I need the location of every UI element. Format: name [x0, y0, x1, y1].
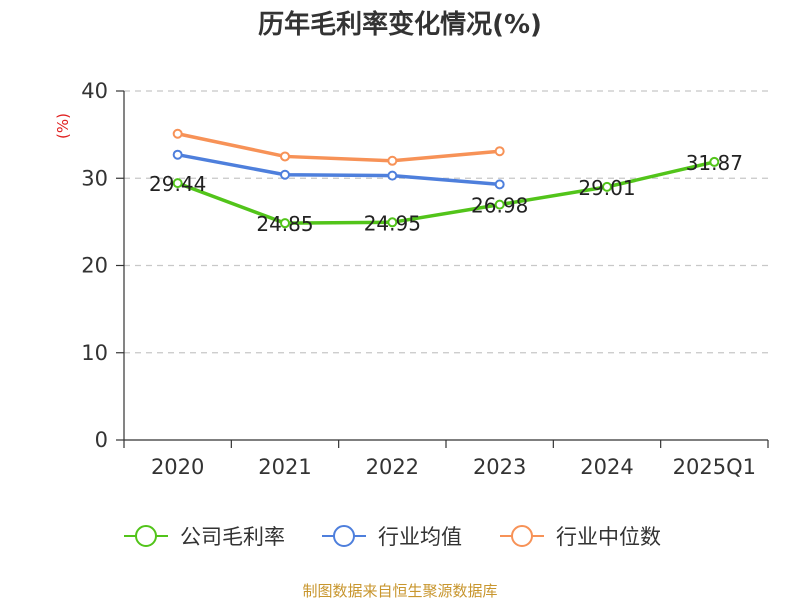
source-note: 制图数据来自恒生聚源数据库: [302, 582, 497, 600]
legend[interactable]: 公司毛利率 行业均值 行业中位数: [124, 525, 661, 549]
data-labels: 29.44 24.85 24.95 26.98 29.01 31.87: [149, 151, 743, 236]
legend-swatch-marker: [135, 525, 157, 547]
series-line: [177, 152, 500, 187]
data-label: 29.44: [149, 172, 206, 196]
x-tick-label: 2023: [473, 455, 526, 479]
series-group: [172, 128, 720, 229]
y-tick-label: 20: [81, 254, 108, 278]
x-tick-label: 2021: [258, 455, 311, 479]
legend-swatch-marker: [511, 525, 533, 547]
data-point[interactable]: [387, 155, 398, 166]
chart-title: 历年毛利率变化情况(%): [258, 9, 542, 40]
data-point[interactable]: [494, 179, 505, 190]
series-line: [177, 132, 500, 163]
y-tick-label: 0: [95, 428, 108, 452]
data-point[interactable]: [709, 156, 720, 167]
series-line: [177, 160, 715, 225]
data-point[interactable]: [172, 128, 183, 139]
data-label: 31.87: [686, 151, 743, 175]
data-label: 24.95: [364, 211, 421, 235]
x-tick-label: 2025Q1: [673, 455, 756, 479]
y-tick-label: 30: [81, 166, 108, 190]
data-point[interactable]: [602, 181, 612, 192]
data-point[interactable]: [387, 217, 398, 228]
legend-swatch-marker: [333, 525, 355, 547]
x-tick-label: 2022: [366, 455, 419, 479]
gridlines: [124, 90, 768, 354]
legend-label[interactable]: 行业中位数: [556, 525, 661, 549]
legend-label[interactable]: 公司毛利率: [180, 525, 285, 549]
data-point[interactable]: [172, 149, 183, 160]
x-tick-label: 2024: [580, 455, 633, 479]
data-point[interactable]: [280, 169, 290, 180]
data-label: 29.01: [578, 176, 635, 200]
data-point[interactable]: [494, 199, 505, 210]
data-point[interactable]: [494, 146, 505, 157]
data-label: 26.98: [471, 194, 528, 218]
data-label: 24.85: [256, 212, 313, 236]
data-point[interactable]: [280, 151, 290, 162]
data-point[interactable]: [280, 218, 290, 229]
x-tick-label: 2020: [151, 455, 204, 479]
y-axis-unit: (%): [54, 113, 72, 139]
legend-label[interactable]: 行业均值: [378, 525, 462, 549]
axes: 0 10 20 30 40 2020 2021 2022 2023 2024 2025Q1: [81, 79, 769, 479]
data-point[interactable]: [172, 178, 183, 189]
y-tick-label: 10: [81, 341, 108, 365]
y-tick-label: 40: [81, 79, 108, 103]
data-point[interactable]: [387, 170, 398, 181]
